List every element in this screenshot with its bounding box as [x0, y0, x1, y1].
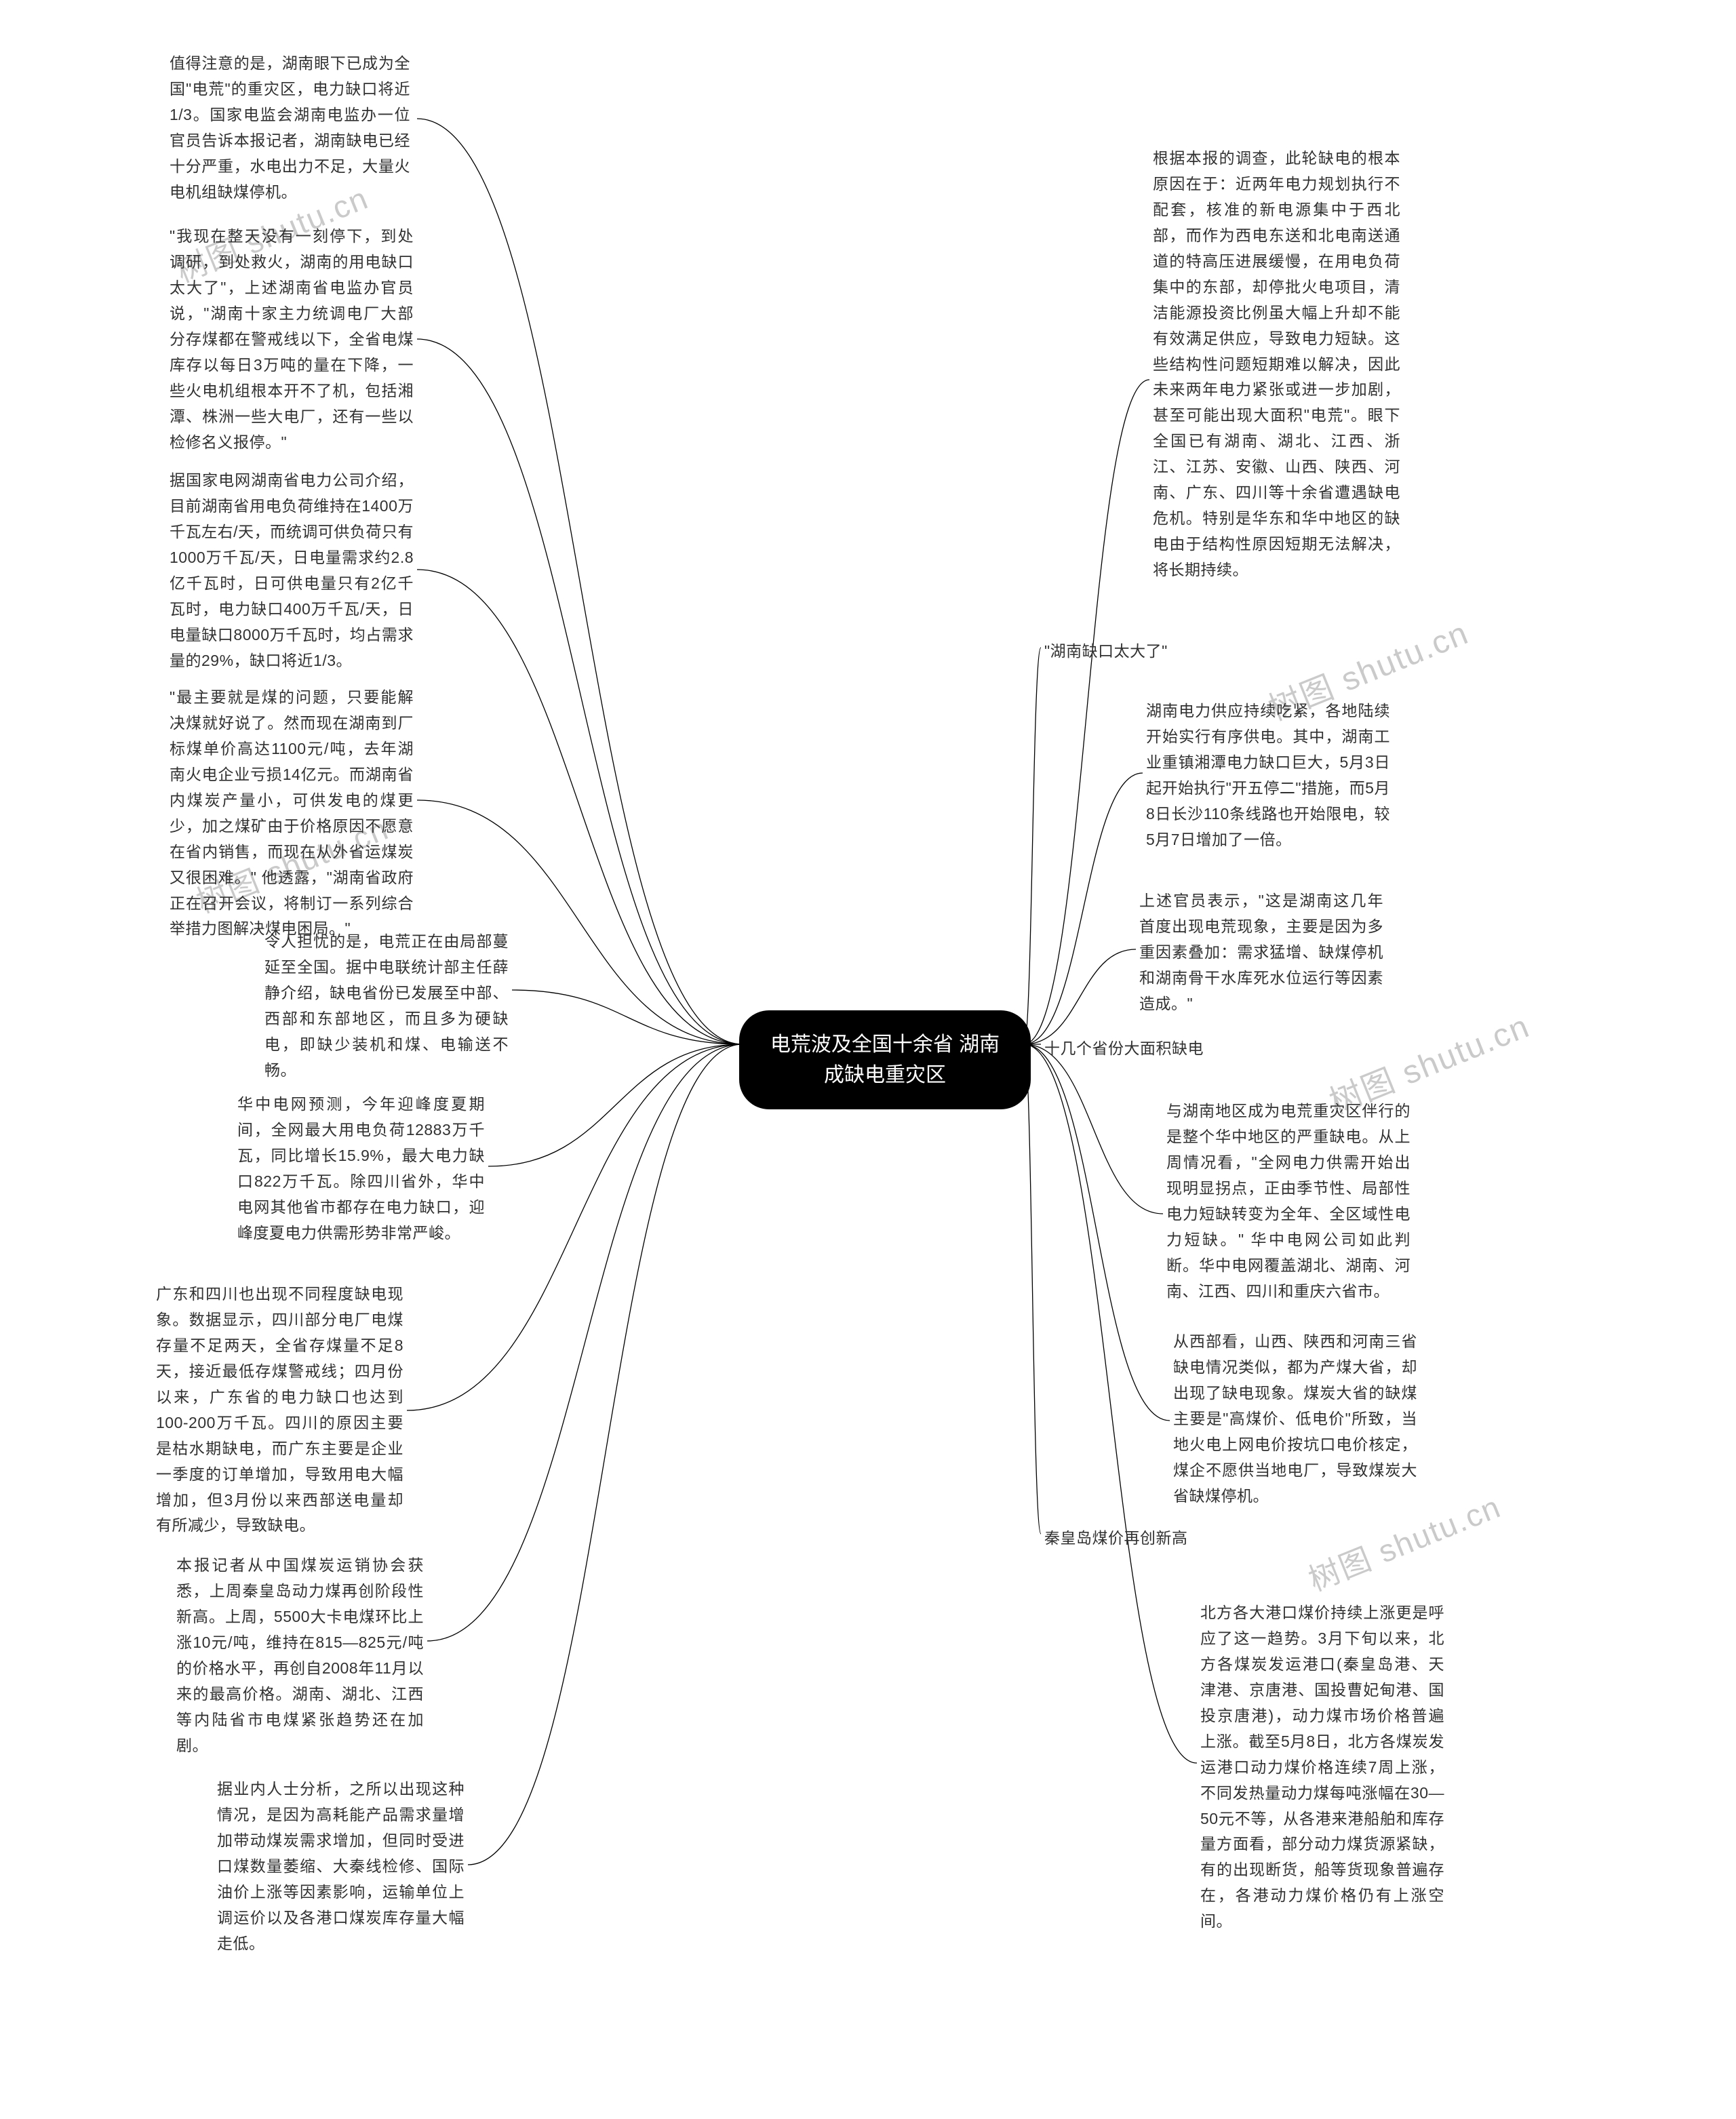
right-leaf-2: 湖南电力供应持续吃紧，各地陆续开始实行有序供电。其中，湖南工业重镇湘潭电力缺口巨… [1146, 698, 1390, 853]
right-leaf-8: 北方各大港口煤价持续上涨更是呼应了这一趋势。3月下旬以来，北方各煤炭发运港口(秦… [1200, 1600, 1444, 1935]
left-leaf-5: 华中电网预测，今年迎峰度夏期间，全网最大用电负荷12883万千瓦，同比增长15.… [237, 1092, 485, 1246]
connector-path [1024, 1044, 1041, 1534]
left-leaf-2: 据国家电网湖南省电力公司介绍，目前湖南省用电负荷维持在1400万千瓦左右/天，而… [170, 468, 414, 674]
connector-path [1024, 949, 1136, 1044]
right-leaf-6: 从西部看，山西、陕西和河南三省缺电情况类似，都为产煤大省，却出现了缺电现象。煤炭… [1173, 1329, 1417, 1509]
right-leaf-4: 十几个省份大面积缺电 [1044, 1036, 1204, 1062]
left-leaf-8: 据业内人士分析，之所以出现这种情况，是因为高耗能产品需求量增加带动煤炭需求增加，… [217, 1777, 465, 1957]
left-leaf-0: 值得注意的是，湖南眼下已成为全国"电荒"的重灾区，电力缺口将近1/3。国家电监会… [170, 51, 410, 205]
connector-path [488, 1044, 743, 1166]
left-leaf-4: 令人担忧的是，电荒正在由局部蔓延至全国。据中电联统计部主任薛静介绍，缺电省份已发… [264, 929, 509, 1084]
left-leaf-7: 本报记者从中国煤炭运销协会获悉，上周秦皇岛动力煤再创阶段性新高。上周，5500大… [176, 1553, 424, 1759]
connector-path [1024, 1044, 1163, 1214]
center-topic-text: 电荒波及全国十余省 湖南成缺电重灾区 [770, 1033, 1000, 1086]
left-leaf-1: "我现在整天没有一刻停下，到处调研，到处救火，湖南的用电缺口太大了"，上述湖南省… [170, 224, 414, 455]
connector-path [1024, 380, 1149, 1044]
right-leaf-0: 根据本报的调查，此轮缺电的根本原因在于：近两年电力规划执行不配套，核准的新电源集… [1153, 146, 1400, 583]
right-leaf-1: "湖南缺口太大了" [1044, 639, 1168, 665]
connector-path [417, 119, 743, 1044]
connector-path [1024, 648, 1041, 1044]
connector-path [1024, 1044, 1170, 1421]
right-leaf-7: 秦皇岛煤价再创新高 [1044, 1526, 1188, 1551]
connector-path [1024, 773, 1143, 1044]
right-leaf-5: 与湖南地区成为电荒重灾区伴行的是整个华中地区的严重缺电。从上周情况看，"全网电力… [1166, 1098, 1410, 1305]
center-topic: 电荒波及全国十余省 湖南成缺电重灾区 [739, 1010, 1031, 1109]
connector-path [512, 990, 743, 1044]
connector-path [468, 1044, 743, 1865]
left-leaf-3: "最主要就是煤的问题，只要能解决煤就好说了。然而现在湖南到厂标煤单价高达1100… [170, 685, 414, 942]
left-leaf-6: 广东和四川也出现不同程度缺电现象。数据显示，四川部分电厂电煤存量不足两天，全省存… [156, 1282, 403, 1539]
right-leaf-3: 上述官员表示，"这是湖南这几年首度出现电荒现象，主要是因为多重因素叠加：需求猛增… [1139, 888, 1383, 1017]
